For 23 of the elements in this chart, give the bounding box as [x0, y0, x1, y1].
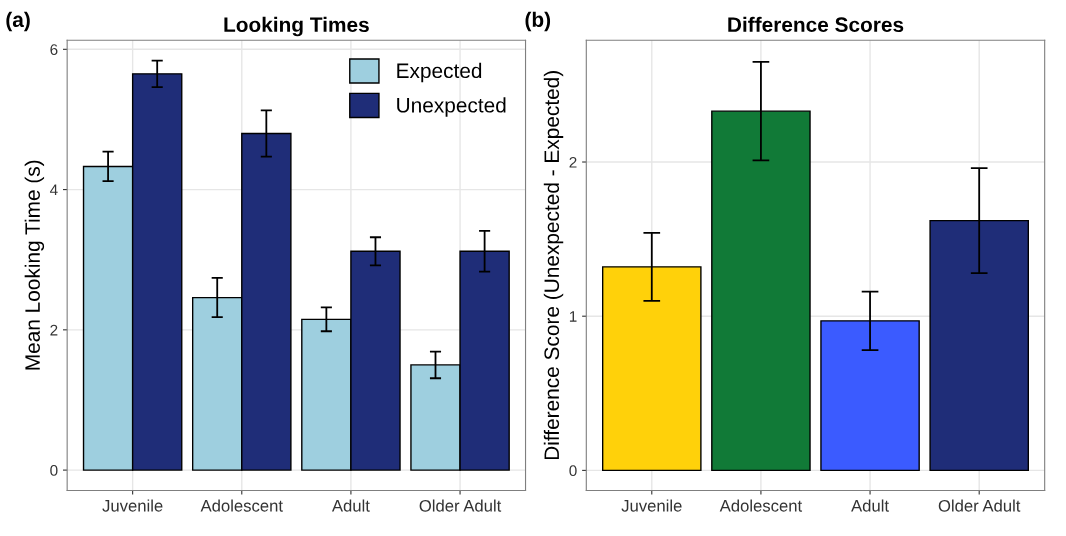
chart-title: Difference Scores	[728, 16, 904, 33]
y-tick-label: 0	[569, 465, 577, 477]
x-tick-label: Juvenile	[102, 499, 163, 512]
y-tick-label: 0	[50, 464, 58, 476]
y-axis-title: Mean Looking Time (s)	[24, 160, 45, 370]
x-tick-label: Adolescent	[200, 499, 283, 512]
y-axis-title: Difference Score (Unexpected - Expected)	[543, 71, 564, 460]
legend-label: Unexpected	[397, 97, 506, 117]
x-tick-label: Older Adult	[419, 499, 502, 512]
text: (b)	[525, 11, 551, 32]
x-tick-label: Adolescent	[719, 499, 803, 512]
x-tick-label: Adult	[851, 499, 889, 512]
y-tick-label: 2	[569, 156, 577, 168]
text: (a)	[6, 11, 30, 32]
x-tick-label: Adult	[331, 499, 370, 512]
y-tick-label: 2	[50, 324, 58, 336]
chart-title: Looking Times	[224, 16, 369, 37]
x-tick-label: Older Adult	[938, 499, 1021, 512]
y-tick-label: 4	[49, 184, 58, 196]
legend-label: Expected	[397, 62, 482, 83]
x-tick-label: Juvenile	[621, 499, 682, 512]
y-tick-label: 6	[50, 44, 58, 55]
y-tick-label: 1	[569, 311, 577, 322]
